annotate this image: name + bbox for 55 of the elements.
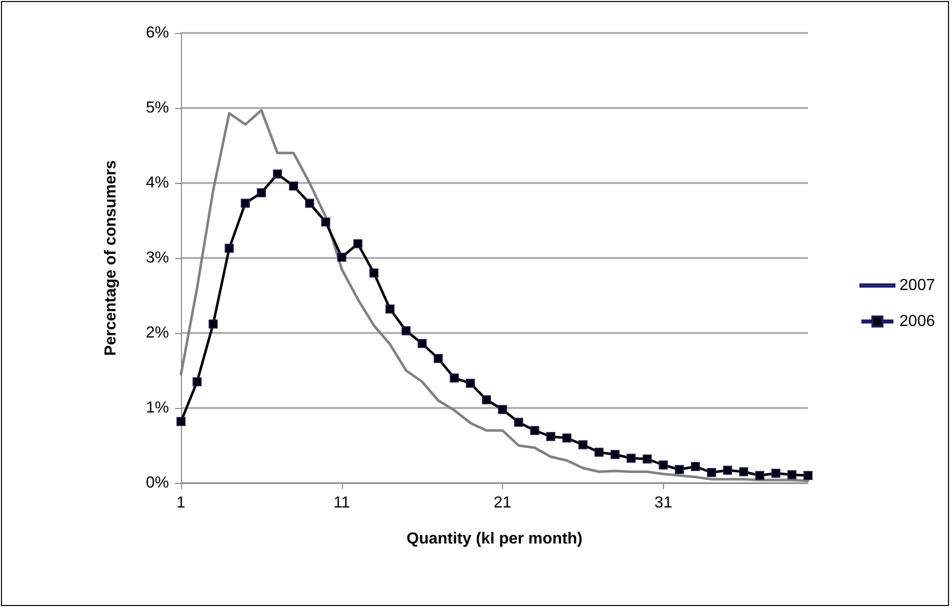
point — [562, 434, 572, 442]
point — [690, 462, 700, 471]
point — [739, 467, 748, 476]
point — [642, 454, 652, 464]
point — [610, 450, 620, 459]
y-tick-label: 3% — [146, 250, 169, 266]
x-tick-label: 21 — [494, 494, 512, 512]
y-tick-label: 6% — [146, 24, 169, 42]
legend-label: 2006 — [899, 313, 936, 330]
point — [208, 320, 218, 328]
point — [434, 354, 443, 363]
point — [466, 378, 475, 388]
point — [337, 252, 346, 262]
x-tick-label: 11 — [333, 494, 350, 512]
y-tick-label: 0% — [146, 474, 169, 492]
y-tick-label: 1% — [146, 400, 169, 416]
point — [578, 440, 588, 450]
point — [272, 170, 282, 178]
point — [530, 426, 540, 435]
point — [256, 188, 266, 198]
legend-label: 2007 — [899, 277, 936, 294]
point — [240, 198, 250, 208]
point — [514, 418, 524, 427]
x-tick-label: 31 — [654, 494, 672, 512]
point — [386, 304, 394, 314]
point — [498, 405, 508, 414]
point — [176, 417, 186, 426]
point — [771, 468, 780, 478]
point — [804, 471, 812, 480]
point — [755, 471, 764, 480]
point — [353, 239, 362, 248]
point — [674, 465, 684, 474]
point — [482, 395, 491, 404]
point — [305, 198, 314, 208]
point — [289, 182, 298, 190]
point — [321, 218, 330, 226]
point — [594, 448, 604, 457]
point — [658, 460, 668, 470]
point — [418, 339, 427, 348]
y-tick-label: 2% — [146, 324, 169, 342]
point — [707, 468, 716, 477]
x-tick-label: 1 — [176, 494, 186, 512]
point — [192, 377, 202, 386]
y-tick-label: 5% — [146, 100, 169, 116]
point — [224, 244, 234, 253]
point — [787, 470, 796, 480]
x-axis-title: Quantity (kl per month) — [406, 530, 582, 548]
point — [450, 374, 459, 382]
point — [369, 268, 378, 278]
point — [402, 326, 411, 336]
y-tick-label: 4% — [146, 174, 169, 192]
point — [723, 466, 732, 475]
y-axis-title: Percentage of consumers — [102, 160, 120, 356]
point — [626, 454, 636, 463]
point — [546, 432, 556, 441]
